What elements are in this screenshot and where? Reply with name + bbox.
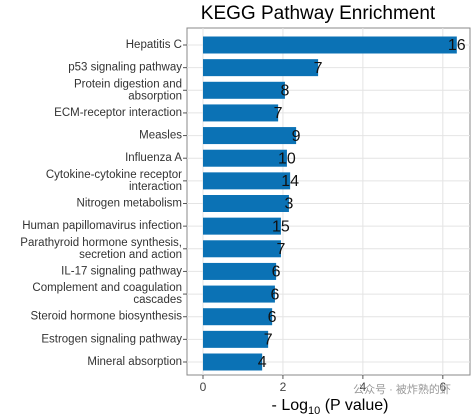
x-tick-label: 6 — [439, 380, 446, 394]
count-label: 16 — [448, 37, 466, 54]
count-label: 7 — [274, 105, 283, 122]
count-label: 4 — [258, 354, 267, 371]
count-label: 9 — [292, 128, 301, 145]
x-label-sub: 10 — [308, 405, 320, 417]
count-label: 7 — [264, 332, 273, 349]
bar — [202, 36, 457, 54]
y-tick-label: Mineral absorption — [87, 356, 182, 368]
bar — [202, 330, 269, 348]
count-label: 3 — [284, 196, 293, 213]
bar — [202, 195, 289, 212]
y-tick-label: Hepatitis C — [126, 39, 182, 51]
x-axis-label: - Log10 (P value) — [272, 397, 389, 417]
count-label: 6 — [272, 264, 281, 281]
bar — [202, 285, 275, 303]
y-tick-label: Protein digestion and absorption — [74, 78, 182, 102]
count-label: 7 — [276, 241, 285, 258]
y-tick-label: Parathyroid hormone synthesis, secretion … — [20, 237, 182, 261]
x-tick-label: 4 — [360, 380, 367, 394]
bar — [202, 127, 297, 145]
bar — [202, 59, 319, 77]
bar — [202, 240, 281, 258]
y-tick-label: Human papillomavirus infection — [22, 220, 182, 232]
bar — [202, 149, 287, 167]
count-label: 6 — [270, 286, 279, 303]
chart-title: KEGG Pathway Enrichment — [201, 3, 436, 24]
y-tick-label: p53 signaling pathway — [68, 62, 182, 74]
count-label: 10 — [278, 150, 296, 167]
x-tick-label: 2 — [280, 380, 287, 394]
count-label: 8 — [280, 83, 289, 100]
y-tick-label: Measles — [139, 130, 182, 142]
y-tick-label: ECM-receptor interaction — [54, 107, 182, 119]
y-tick-label: IL-17 signaling pathway — [61, 265, 182, 277]
y-tick-label: Complement and coagulation cascades — [32, 282, 182, 306]
count-label: 7 — [314, 60, 323, 77]
bar — [202, 353, 263, 371]
bar — [202, 308, 273, 326]
x-label-part: (P value) — [320, 397, 388, 414]
y-tick-label: Estrogen signaling pathway — [41, 333, 182, 345]
y-tick-label: Influenza A — [125, 152, 182, 164]
watermark: 公众号 · 被炸熟的虾 — [353, 382, 451, 396]
bar — [202, 81, 285, 99]
bar — [202, 172, 291, 190]
x-label-part: - Log — [272, 397, 308, 414]
bar — [202, 104, 279, 122]
count-label: 14 — [281, 173, 299, 190]
bar — [202, 217, 281, 235]
y-tick-label: Steroid hormone biosynthesis — [31, 311, 183, 323]
bar — [202, 262, 277, 280]
x-tick-label: 0 — [200, 380, 207, 394]
count-label: 6 — [268, 309, 277, 326]
count-label: 15 — [272, 218, 290, 235]
y-tick-label: Nitrogen metabolism — [77, 198, 182, 210]
y-tick-label: Cytokine-cytokine receptor interaction — [46, 169, 182, 193]
